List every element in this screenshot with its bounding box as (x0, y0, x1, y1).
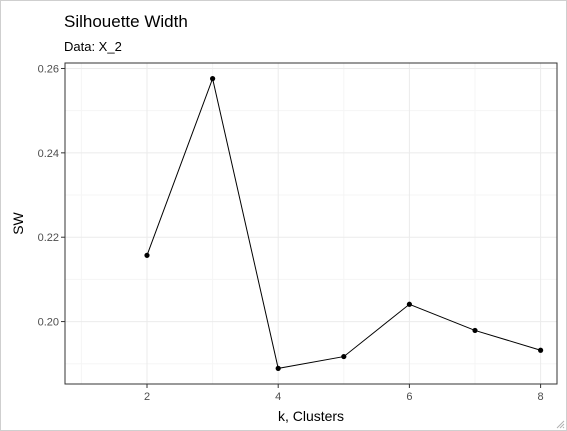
panel-border (64, 62, 558, 385)
y-axis-title: SW (10, 211, 26, 234)
data-point (341, 353, 347, 360)
chart-title: Silhouette Width (64, 12, 188, 31)
data-point (538, 347, 544, 353)
x-tick-label: 2 (144, 391, 150, 403)
x-axis-title: k, Clusters (278, 408, 344, 424)
data-point (210, 76, 216, 82)
data-point (406, 301, 412, 307)
x-tick-label: 8 (538, 391, 544, 403)
y-tick-label: 0.20 (38, 317, 59, 329)
x-tick-label: 4 (275, 391, 281, 403)
axis-ticks: 2 4 6 8 0.20 0.22 0.24 0.26 (38, 63, 544, 403)
data-point (472, 327, 478, 334)
grid (65, 63, 557, 384)
resize-grip-icon[interactable] (555, 419, 565, 429)
y-tick-label: 0.22 (38, 232, 59, 244)
data-point (275, 365, 281, 371)
x-tick-label: 6 (406, 391, 412, 403)
y-tick-label: 0.24 (38, 148, 59, 160)
y-tick-label: 0.26 (38, 63, 59, 75)
chart-subtitle: Data: X_2 (64, 39, 122, 54)
series-layer (144, 76, 544, 371)
data-point (144, 252, 150, 258)
